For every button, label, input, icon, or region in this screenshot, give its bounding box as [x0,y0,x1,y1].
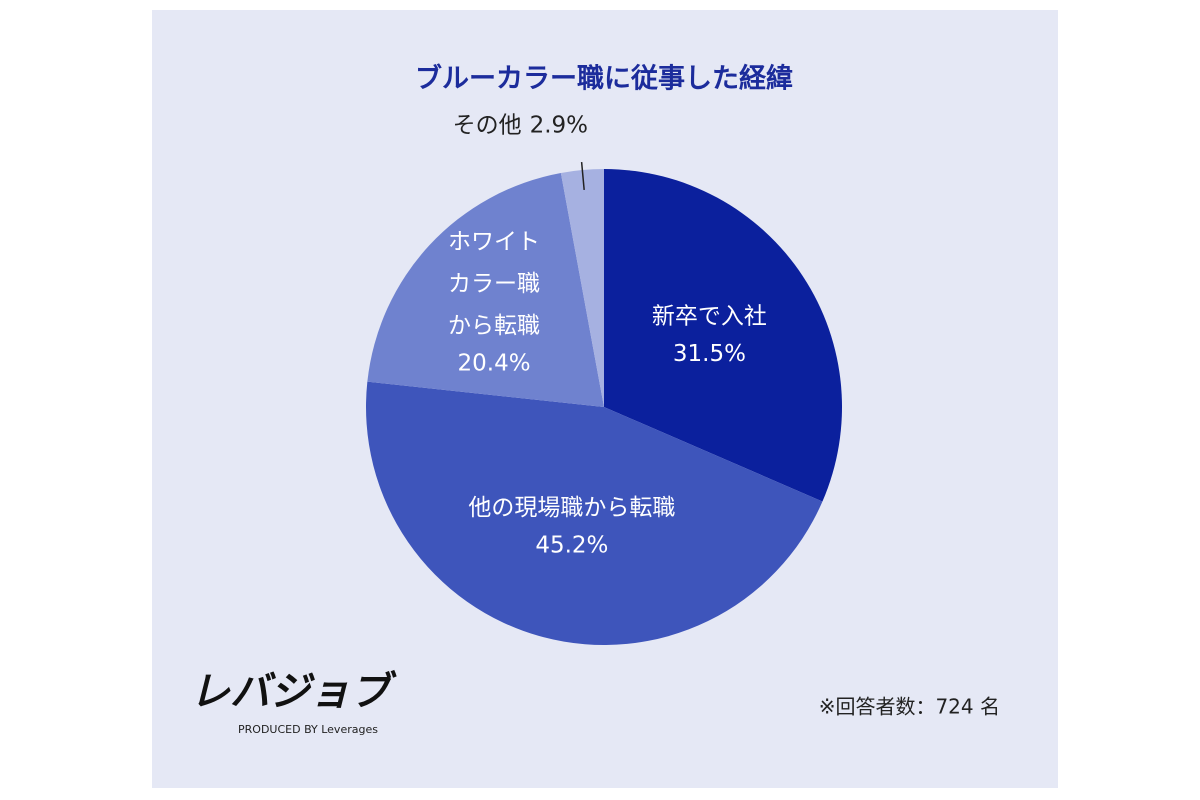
value-label: 2.9% [530,113,588,139]
value-label: 20.4% [458,351,531,377]
slice-label-line: から転職 [448,313,540,339]
slice-label-line: ホワイト [448,229,540,255]
slice-label-line: 新卒で入社 [652,303,767,329]
value-label: 45.2% [535,532,608,558]
slice-label: ホワイトカラー職から転職 [448,229,540,339]
logo: レバジョブ [190,669,397,715]
pie-slice [604,169,842,502]
pie-slice [560,169,604,407]
slice-label: 他の現場職から転職 [468,494,675,520]
leader-line [580,161,585,190]
pie: 新卒で入社 31.5% 他の現場職から転職 45.2% ホワイトカラー職から転職 20.4… [365,113,842,646]
value-label: 31.5% [673,341,746,367]
logo-sub: PRODUCED BY Leverages [238,723,378,736]
slice-label: 新卒で入社 [652,303,767,329]
pie-slice [365,381,823,646]
note: ※回答者数：724 名 [819,695,1000,719]
slice-label: その他 [453,113,522,139]
pie-slice [367,172,604,407]
chart-title: ブルーカラー職に従事した経緯 [415,63,793,95]
slice-label-line: カラー職 [448,271,540,297]
slice-label-line: 他の現場職から転職 [468,494,675,520]
